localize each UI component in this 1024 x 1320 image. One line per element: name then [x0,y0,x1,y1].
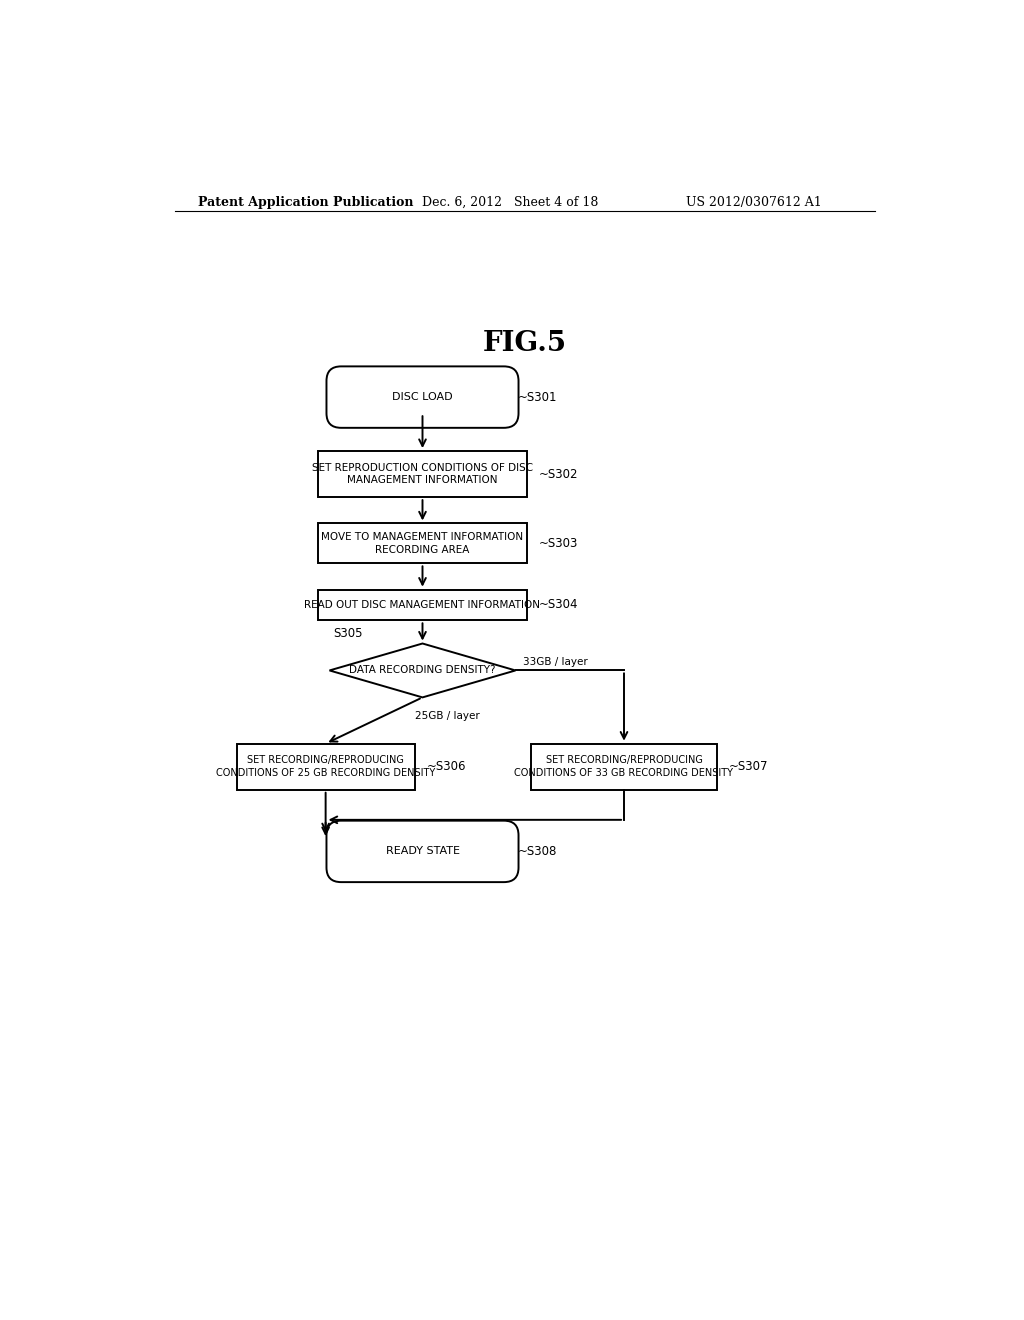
Text: FIG.5: FIG.5 [482,330,567,356]
Text: DISC LOAD: DISC LOAD [392,392,453,403]
Bar [317,451,527,498]
Text: READ OUT DISC MANAGEMENT INFORMATION: READ OUT DISC MANAGEMENT INFORMATION [304,601,541,610]
Text: Dec. 6, 2012   Sheet 4 of 18: Dec. 6, 2012 Sheet 4 of 18 [423,195,599,209]
Bar [317,590,527,620]
Text: ~S303: ~S303 [539,537,579,550]
Text: READY STATE: READY STATE [385,846,460,857]
Text: SET RECORDING/REPRODUCING
CONDITIONS OF 33 GB RECORDING DENSITY: SET RECORDING/REPRODUCING CONDITIONS OF … [514,755,733,777]
Text: MOVE TO MANAGEMENT INFORMATION
RECORDING AREA: MOVE TO MANAGEMENT INFORMATION RECORDING… [322,532,523,554]
Text: ~S301: ~S301 [518,391,557,404]
Polygon shape [330,644,515,697]
Text: SET REPRODUCTION CONDITIONS OF DISC
MANAGEMENT INFORMATION: SET REPRODUCTION CONDITIONS OF DISC MANA… [312,463,534,486]
Text: DATA RECORDING DENSITY?: DATA RECORDING DENSITY? [349,665,496,676]
Text: S305: S305 [334,627,362,640]
Text: 33GB / layer: 33GB / layer [523,656,588,667]
Text: ~S308: ~S308 [518,845,557,858]
Text: 25GB / layer: 25GB / layer [415,711,479,721]
Text: ~S306: ~S306 [426,760,466,774]
Bar [237,743,415,789]
FancyBboxPatch shape [327,367,518,428]
Bar [317,524,527,564]
Text: Patent Application Publication: Patent Application Publication [198,195,414,209]
FancyBboxPatch shape [327,821,518,882]
Text: ~S304: ~S304 [539,598,579,611]
Text: ~S302: ~S302 [539,467,579,480]
Text: ~S307: ~S307 [729,760,768,774]
Bar [531,743,717,789]
Text: SET RECORDING/REPRODUCING
CONDITIONS OF 25 GB RECORDING DENSITY: SET RECORDING/REPRODUCING CONDITIONS OF … [216,755,435,777]
Text: US 2012/0307612 A1: US 2012/0307612 A1 [686,195,821,209]
